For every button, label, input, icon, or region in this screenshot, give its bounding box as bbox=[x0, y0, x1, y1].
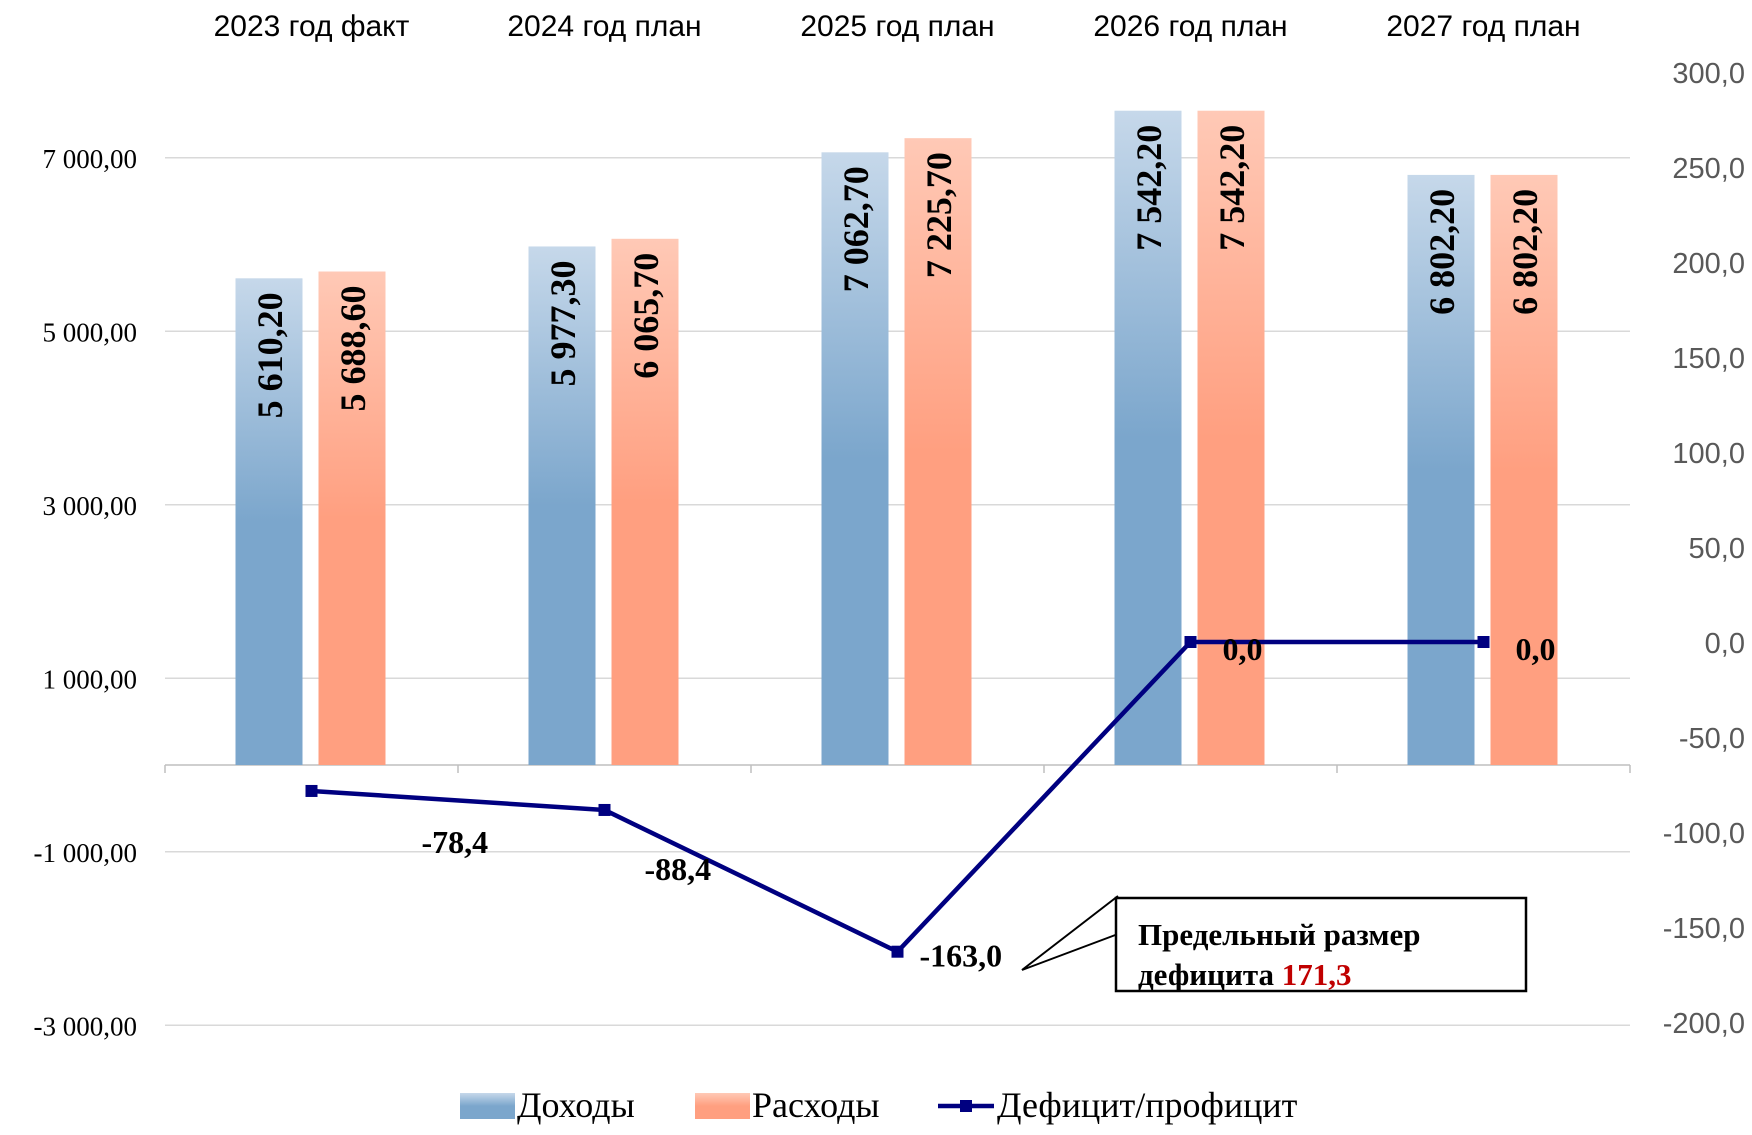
bars: 5 610,20 5 688,60 5 977,30 6 065,70 7 062,70… bbox=[235, 110, 1558, 765]
right-axis-tick-label: -200,0 bbox=[1663, 1008, 1745, 1040]
right-axis-tick-label: 100,0 bbox=[1672, 438, 1745, 470]
bar-income bbox=[1114, 110, 1182, 765]
bar-income bbox=[528, 246, 596, 765]
deficit-point bbox=[1184, 636, 1197, 648]
bar-expense bbox=[611, 238, 679, 765]
left-axis-tick-label: 5 000,00 bbox=[43, 317, 138, 347]
bar-value-label: 6 802,20 bbox=[1505, 189, 1545, 315]
left-axis-tick-label: 1 000,00 bbox=[43, 664, 138, 694]
legend-label-deficit: Дефицит/профицит bbox=[997, 1085, 1298, 1125]
right-axis-tick-label: -150,0 bbox=[1663, 913, 1745, 945]
deficit-value-label: 0,0 bbox=[1223, 631, 1263, 667]
deficit-point bbox=[598, 803, 611, 816]
category-label: 2023 год факт bbox=[214, 10, 410, 43]
right-axis-tick-label: 0,0 bbox=[1705, 628, 1745, 660]
gridlines bbox=[165, 157, 1630, 1026]
bar-value-label: 7 542,20 bbox=[1129, 125, 1169, 251]
legend-swatch-income bbox=[460, 1093, 515, 1119]
left-axis-tick-label: -3 000,00 bbox=[34, 1011, 138, 1041]
left-axis-tick-label: 7 000,00 bbox=[43, 144, 138, 174]
legend-label-expense: Расходы bbox=[752, 1085, 880, 1125]
deficit-value-label: -78,4 bbox=[422, 824, 489, 860]
legend: Доходы Расходы Дефицит/профицит bbox=[460, 1085, 1298, 1125]
right-axis-tick-label: 50,0 bbox=[1689, 533, 1745, 565]
callout-limit-value: 171,3 bbox=[1282, 957, 1352, 992]
right-axis-tick-label: 250,0 bbox=[1672, 153, 1745, 185]
bar-value-label: 7 542,20 bbox=[1212, 125, 1252, 251]
axes: 7 000,00 5 000,00 3 000,00 1 000,00 -1 000,0… bbox=[34, 10, 1746, 1041]
bar-value-label: 6 802,20 bbox=[1422, 189, 1462, 315]
deficit-value-label: 0,0 bbox=[1516, 631, 1556, 667]
bar-value-label: 6 065,70 bbox=[626, 253, 666, 379]
right-axis-tick-label: 200,0 bbox=[1672, 248, 1745, 280]
bar-value-label: 7 225,70 bbox=[919, 152, 959, 278]
callout-label: дефицита bbox=[1138, 957, 1282, 992]
right-axis-tick-label: 300,0 bbox=[1672, 58, 1745, 90]
deficit-point bbox=[305, 784, 318, 797]
deficit-line: -78,4 -88,4 -163,0 0,0 0,0 bbox=[305, 631, 1556, 974]
legend-marker-deficit bbox=[960, 1100, 972, 1112]
callout-line-1: Предельный размер bbox=[1138, 917, 1420, 952]
left-axis-tick-label: -1 000,00 bbox=[34, 838, 138, 868]
deficit-point bbox=[1477, 636, 1490, 648]
category-label: 2026 год план bbox=[1093, 10, 1287, 43]
callout-box bbox=[1114, 896, 1528, 993]
deficit-value-label: -88,4 bbox=[645, 851, 712, 887]
bar-value-label: 5 688,60 bbox=[333, 286, 373, 412]
category-label: 2024 год план bbox=[507, 10, 701, 43]
deficit-point bbox=[891, 945, 904, 958]
bar-expense bbox=[1197, 110, 1265, 765]
left-axis-tick-label: 3 000,00 bbox=[43, 491, 138, 521]
callout-pointer bbox=[1021, 895, 1119, 971]
bar-expense bbox=[318, 271, 386, 765]
bar-expense bbox=[904, 138, 972, 765]
bar-income bbox=[1407, 174, 1475, 765]
bar-value-label: 5 977,30 bbox=[543, 260, 583, 386]
deficit-value-label: -163,0 bbox=[920, 938, 1003, 974]
legend-label-income: Доходы bbox=[517, 1085, 635, 1125]
legend-swatch-expense bbox=[695, 1093, 750, 1119]
bar-value-label: 7 062,70 bbox=[836, 166, 876, 292]
category-label: 2025 год план bbox=[800, 10, 994, 43]
bar-income bbox=[821, 152, 889, 765]
bar-expense bbox=[1490, 174, 1558, 765]
bar-income bbox=[235, 278, 303, 765]
deficit-limit-callout: Предельный размер дефицита 171,3 bbox=[1021, 895, 1528, 993]
right-axis-tick-label: -100,0 bbox=[1663, 818, 1745, 850]
right-axis-tick-label: -50,0 bbox=[1679, 723, 1745, 755]
right-axis-tick-label: 150,0 bbox=[1672, 343, 1745, 375]
bar-value-label: 5 610,20 bbox=[250, 292, 290, 418]
category-label: 2027 год план bbox=[1386, 10, 1580, 43]
callout-line-2: дефицита 171,3 bbox=[1138, 957, 1351, 992]
